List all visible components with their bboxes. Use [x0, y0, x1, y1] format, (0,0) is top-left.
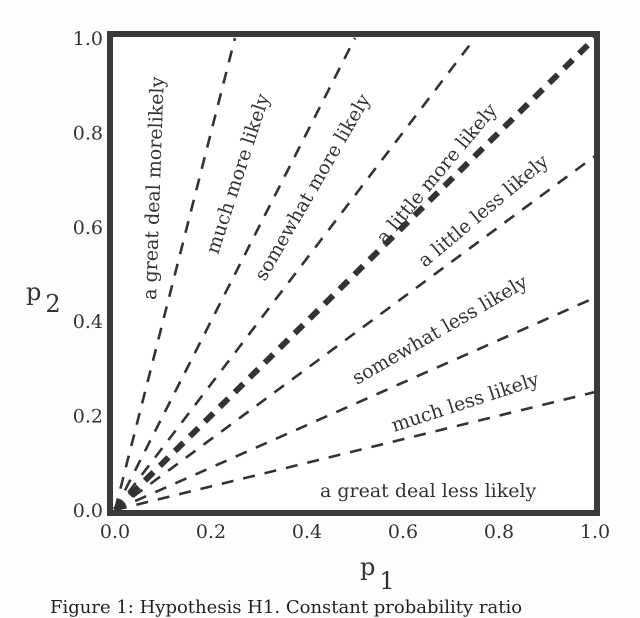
x-tick-label: 0.0 — [100, 521, 130, 543]
ratio-line-0 — [113, 37, 237, 511]
ratio-line-2 — [113, 37, 477, 511]
ratio-line-4 — [114, 154, 596, 512]
y-tick-label: 0.2 — [73, 406, 103, 428]
figure-caption: Figure 1: Hypothesis H1. Constant probab… — [50, 597, 523, 618]
x-tick-label: 0.8 — [484, 521, 514, 543]
y-tick-label: 0.4 — [73, 311, 103, 333]
ratio-line-1 — [113, 37, 357, 511]
annotation-great-deal-less: a great deal less likely — [320, 480, 537, 502]
x-tick-label: 0.2 — [196, 521, 226, 543]
ratio-line-3 — [112, 35, 598, 513]
ratio-line-6 — [114, 390, 596, 512]
x-tick-label: 0.6 — [388, 521, 418, 543]
y-tick-label: 0.6 — [73, 217, 103, 239]
y-tick-label: 1.0 — [73, 28, 103, 50]
x-tick-label: 1.0 — [580, 521, 610, 543]
y-tick-label: 0.0 — [73, 500, 103, 522]
x-tick-label: 0.4 — [292, 521, 322, 543]
y-tick-label: 0.8 — [73, 122, 103, 144]
